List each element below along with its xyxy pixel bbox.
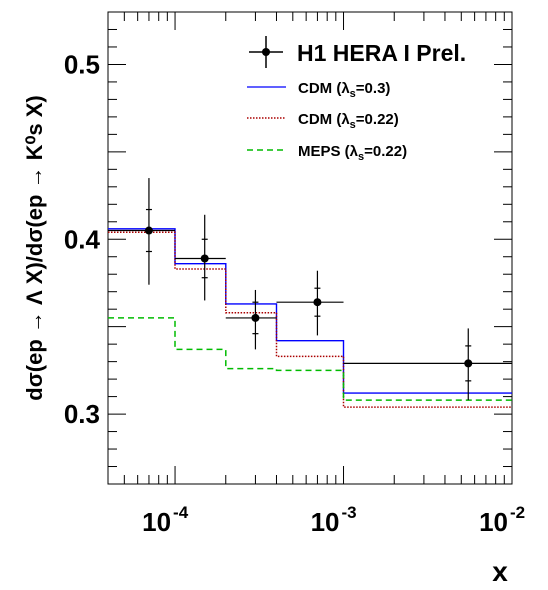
legend-label-cdm-022-sub: s [350, 119, 356, 131]
legend-label-cdm-03-main: CDM (λ [298, 80, 350, 97]
data-point [108, 178, 176, 285]
legend-data-label: H1 HERA I Prel. [297, 40, 466, 66]
legend-label-cdm-03-sub: s [350, 88, 356, 100]
axis-ticks [107, 11, 513, 485]
point-4-marker [464, 359, 473, 368]
x-tick-label-1-base: 10 [311, 507, 340, 537]
point-3-marker [313, 298, 322, 307]
point-1-marker [200, 254, 209, 263]
legend-label-cdm-03: CDM (λs=0.3) [298, 80, 390, 100]
point-2-marker [251, 313, 260, 322]
data-point [225, 289, 277, 350]
data-point [276, 270, 344, 336]
legend-label-meps-main: MEPS (λ [298, 143, 359, 160]
legend-data-marker [262, 48, 270, 56]
data-point [343, 328, 512, 401]
legend-entry-data: H1 HERA I Prel. [249, 36, 466, 68]
legend-label-cdm-03-tail: =0.3) [356, 80, 391, 97]
plot-frame [107, 11, 513, 485]
model-curves [108, 228, 512, 408]
x-tick-label-2-base: 10 [479, 507, 508, 537]
series-1-step [108, 231, 512, 408]
x-tick-label-0: 10 -4 [142, 503, 189, 537]
legend-entry-series-2: MEPS (λs=0.22) [247, 143, 407, 163]
legend: H1 HERA I Prel. CDM (λs=0.3) CDM (λs=0.2… [247, 36, 466, 163]
series-2-step [108, 317, 512, 401]
x-tick-label-0-exp: -4 [173, 503, 189, 522]
legend-label-meps-tail: =0.22) [364, 143, 407, 160]
legend-label-cdm-022-tail: =0.22) [356, 111, 399, 128]
legend-label-meps: MEPS (λs=0.22) [298, 143, 407, 163]
y-tick-label-1: 0.4 [64, 224, 101, 254]
legend-label-cdm-022: CDM (λs=0.22) [298, 111, 399, 131]
legend-entry-series-0: CDM (λs=0.3) [247, 80, 390, 100]
legend-label-meps-sub: s [358, 151, 364, 163]
x-tick-label-1: 10 -3 [311, 503, 357, 537]
legend-entry-series-1: CDM (λs=0.22) [247, 111, 399, 131]
legend-label-cdm-022-main: CDM (λ [298, 111, 350, 128]
data-points [108, 178, 512, 401]
x-tick-label-2-exp: -2 [510, 503, 525, 522]
data-point [175, 214, 226, 301]
series-0-step [108, 228, 512, 394]
point-0-marker [144, 226, 153, 235]
y-tick-label-0: 0.3 [64, 399, 100, 429]
y-tick-label-2: 0.5 [64, 49, 100, 79]
axis-tick-labels: 0.30.40.510 -4 10 -3 10 -2 [64, 49, 525, 537]
x-tick-label-0-base: 10 [142, 507, 171, 537]
x-tick-label-1-exp: -3 [342, 503, 357, 522]
x-axis-title: x [492, 556, 508, 587]
x-tick-label-2: 10 -2 [479, 503, 525, 537]
y-axis-title: dσ(ep → Λ X)/dσ(ep → K⁰s X) [22, 95, 47, 400]
